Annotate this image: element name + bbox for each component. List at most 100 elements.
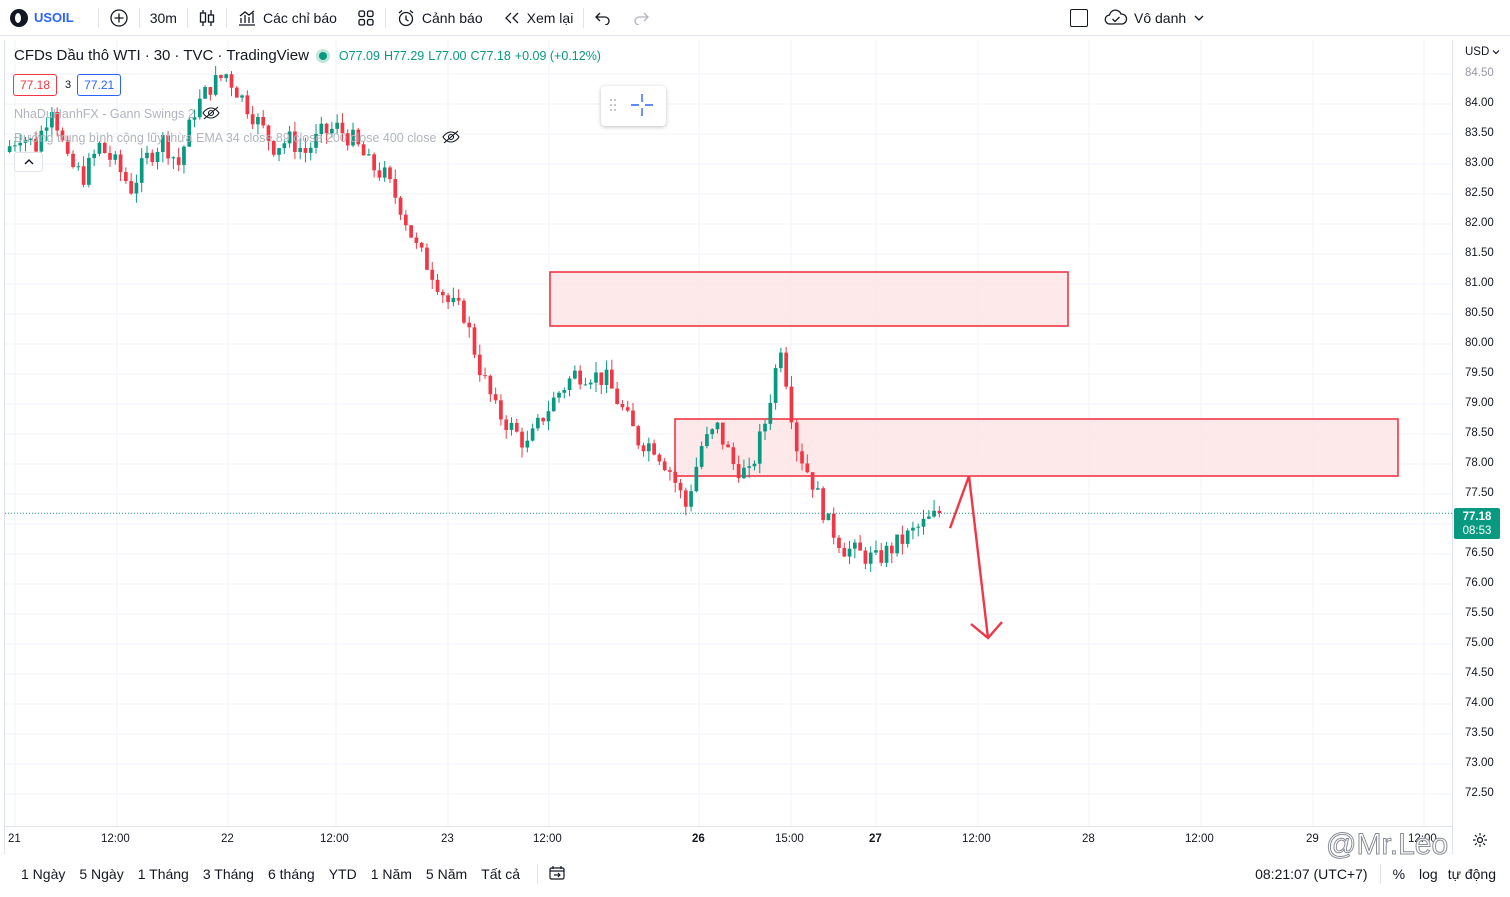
time-axis[interactable]: 21 12:00 22 12:00 23 12:00 26 15:00 27 12:00 28 12:…	[4, 826, 1452, 854]
candle-body	[229, 74, 234, 88]
range-1y[interactable]: 1 Năm	[370, 866, 412, 882]
log-toggle[interactable]: log	[1419, 866, 1438, 882]
market-status-icon[interactable]	[318, 51, 327, 60]
candle-body	[393, 179, 398, 198]
candle-body	[842, 547, 847, 557]
range-5d[interactable]: 5 Ngày	[79, 866, 124, 882]
range-5y[interactable]: 5 Năm	[425, 866, 468, 882]
candle-body	[594, 372, 598, 383]
indicators-button[interactable]: Các chỉ báo	[227, 0, 347, 36]
range-1d[interactable]: 1 Ngày	[21, 866, 66, 882]
candle-body	[330, 128, 334, 134]
fullscreen-checkbox[interactable]	[1060, 0, 1098, 36]
candle-body	[652, 443, 656, 455]
ohlc-values: O77.09 H77.29 L77.00 C77.18 +0.09 (+0.12%)	[339, 49, 605, 63]
range-3m[interactable]: 3 Tháng	[202, 866, 254, 882]
drag-handle-icon[interactable]	[609, 97, 617, 116]
candle-body	[683, 490, 688, 507]
candle-body	[921, 518, 926, 527]
legend-source: TradingView	[226, 47, 309, 64]
range-all[interactable]: Tất cả	[481, 866, 521, 882]
candle-body	[50, 111, 54, 128]
price-chart[interactable]	[5, 40, 1453, 826]
candle-body	[810, 472, 815, 490]
eye-off-icon[interactable]	[202, 106, 220, 123]
symbol-search[interactable]: USOIL	[0, 0, 84, 36]
candle-body	[388, 167, 392, 180]
candle-body	[625, 407, 630, 411]
buy-price-button[interactable]: 77.21	[77, 74, 122, 96]
candle-body	[129, 181, 133, 194]
price-tick-label: 82.00	[1465, 217, 1494, 229]
candle-body	[261, 116, 266, 126]
candle-body	[97, 142, 102, 154]
bottom-right-controls: 08:21:07 (UTC+7) % log tự động	[1255, 857, 1496, 891]
layout-menu[interactable]: Vô danh	[1094, 0, 1220, 36]
candle-body	[409, 225, 413, 238]
candle-body	[805, 463, 810, 473]
candle-body	[757, 431, 762, 464]
price-tick-label: 74.00	[1465, 697, 1494, 709]
candle-body	[821, 488, 825, 521]
time-tick-label: 27	[869, 833, 882, 845]
candle-body	[176, 157, 181, 165]
chart-pane[interactable]	[4, 40, 1453, 854]
floating-drawing-toolbar[interactable]	[601, 86, 666, 126]
compare-button[interactable]	[99, 0, 139, 36]
currency-selector[interactable]: USD	[1465, 46, 1500, 58]
eye-off-icon[interactable]	[442, 130, 460, 147]
indicator-ema[interactable]: Đường trung bình cộng lũy thừa EMA 34 cl…	[14, 130, 460, 147]
candle-body	[926, 516, 931, 519]
auto-scale-toggle[interactable]: tự động	[1447, 866, 1496, 882]
settings-gear-icon[interactable]	[1472, 832, 1488, 851]
plus-circle-icon	[109, 8, 129, 28]
candle-body	[240, 95, 244, 98]
collapse-legend-button[interactable]	[14, 152, 43, 172]
alerts-button[interactable]: Cảnh báo	[386, 0, 493, 36]
square-icon	[1070, 8, 1088, 27]
indicator-gann-swings[interactable]: NhaDuHanhFX - Gann Swings 2	[14, 106, 220, 123]
replay-button[interactable]: Xem lại	[493, 0, 584, 36]
candle-body	[340, 122, 345, 134]
templates-button[interactable]	[347, 0, 385, 36]
clock-time[interactable]: 08:21:07 (UTC+7)	[1255, 866, 1368, 882]
candle-body	[747, 466, 752, 468]
range-6m[interactable]: 6 tháng	[267, 866, 315, 882]
candle-body	[488, 375, 493, 395]
time-tick-label: 21	[8, 833, 21, 845]
candle-body	[81, 166, 86, 185]
candle-body	[726, 444, 730, 448]
chart-type-button[interactable]	[188, 0, 226, 36]
candle-body	[271, 140, 276, 155]
candle-body	[113, 154, 118, 160]
candle-body	[504, 419, 509, 430]
divider	[225, 7, 227, 28]
candle-body	[715, 422, 720, 430]
legend-separator: ·	[144, 47, 150, 64]
range-1m[interactable]: 1 Tháng	[137, 866, 189, 882]
ohlc-low: L77.00	[428, 48, 467, 63]
candle-body	[160, 135, 165, 152]
undo-button[interactable]	[584, 0, 622, 36]
sell-price-button[interactable]: 77.18	[13, 74, 58, 96]
price-tick-label: 84.00	[1465, 97, 1494, 109]
candle-body	[462, 300, 466, 323]
redo-button[interactable]	[622, 0, 660, 36]
candle-body	[87, 157, 91, 185]
candle-body	[662, 461, 667, 471]
candle-body	[837, 537, 841, 548]
time-tick-label: 12:00	[101, 833, 130, 845]
range-ytd[interactable]: YTD	[328, 866, 357, 882]
candle-body	[583, 384, 588, 386]
percent-toggle[interactable]: %	[1392, 866, 1406, 882]
candle-body	[150, 152, 155, 162]
price-axis[interactable]: USD 84.50 84.00 83.50 83.00 82.50 82.00 81.50 8…	[1452, 40, 1510, 854]
interval-button[interactable]: 30m	[140, 0, 187, 36]
date-range-icon[interactable]	[548, 865, 566, 884]
time-tick-label: 28	[1082, 833, 1095, 845]
candle-body	[382, 167, 387, 178]
crosshair-icon[interactable]	[629, 92, 655, 121]
candle-body	[895, 534, 899, 554]
currency-label: USD	[1465, 46, 1490, 58]
candle-body	[403, 214, 408, 226]
